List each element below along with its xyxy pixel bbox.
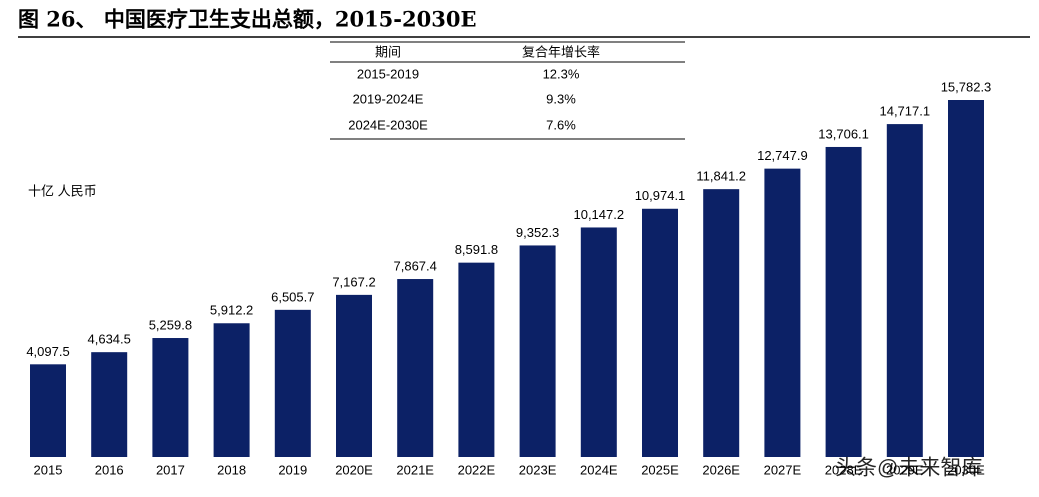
value-label: 10,147.2 — [573, 207, 624, 222]
bar — [458, 262, 495, 457]
chart-title: 图 26、 中国医疗卫生支出总额，2015-2030E — [18, 7, 476, 32]
x-tick-label: 2023E — [519, 462, 557, 477]
value-label: 4,634.5 — [88, 332, 131, 347]
x-tick-label: 2021E — [396, 462, 434, 477]
value-label: 8,591.8 — [455, 242, 498, 257]
value-label: 4,097.5 — [26, 344, 69, 359]
table-cell: 12.3% — [543, 66, 580, 81]
table-cell: 2024E-2030E — [348, 117, 428, 132]
x-tick-label: 2028E — [825, 462, 863, 477]
value-label: 11,841.2 — [696, 169, 746, 184]
x-tick-label: 2015 — [34, 462, 63, 477]
x-tick-label: 2029E — [886, 462, 924, 477]
x-tick-label: 2027E — [764, 462, 802, 477]
bar — [642, 208, 678, 457]
value-label: 7,167.2 — [332, 274, 375, 289]
bar — [886, 124, 923, 457]
value-label: 14,717.1 — [879, 104, 930, 119]
value-label: 15,782.3 — [941, 79, 992, 94]
value-label: 12,747.9 — [757, 148, 808, 163]
bar — [580, 227, 617, 457]
bar — [274, 309, 311, 457]
bar — [397, 279, 434, 457]
bar — [948, 100, 984, 457]
watermark: 头条@未来智库 — [835, 457, 982, 480]
bar — [825, 146, 862, 457]
value-label: 5,259.8 — [149, 317, 192, 332]
table-cell: 7.6% — [546, 117, 576, 132]
value-label: 5,912.2 — [210, 303, 253, 318]
unit-label: 十亿 人民币 — [28, 183, 97, 198]
x-tick-label: 2030E — [947, 462, 985, 477]
x-tick-label: 2019 — [278, 462, 307, 477]
bar — [519, 245, 556, 457]
x-tick-label: 2022E — [458, 462, 496, 477]
bar — [336, 294, 372, 457]
x-tick-label: 2018 — [217, 462, 246, 477]
x-tick-label: 2020E — [335, 462, 373, 477]
x-tick-label: 2026E — [702, 462, 740, 477]
table-cell: 2019-2024E — [353, 91, 424, 106]
value-label: 9,352.3 — [516, 225, 559, 240]
x-tick-label: 2016 — [95, 462, 124, 477]
x-tick-label: 2025E — [641, 462, 679, 477]
x-tick-label: 2017 — [156, 462, 185, 477]
table-cell: 9.3% — [546, 91, 576, 106]
bar — [703, 189, 740, 457]
bar — [152, 338, 189, 457]
value-label: 10,974.1 — [635, 188, 686, 203]
value-label: 6,505.7 — [271, 289, 314, 304]
table-cell: 2015-2019 — [357, 66, 419, 81]
value-label: 7,867.4 — [394, 258, 437, 273]
bar — [213, 323, 250, 457]
bar — [764, 168, 801, 457]
x-tick-label: 2024E — [580, 462, 618, 477]
bar — [91, 352, 128, 457]
bar — [30, 364, 66, 457]
table-header: 复合年增长率 — [522, 44, 600, 59]
table-header: 期间 — [375, 44, 401, 59]
value-label: 13,706.1 — [818, 126, 869, 141]
